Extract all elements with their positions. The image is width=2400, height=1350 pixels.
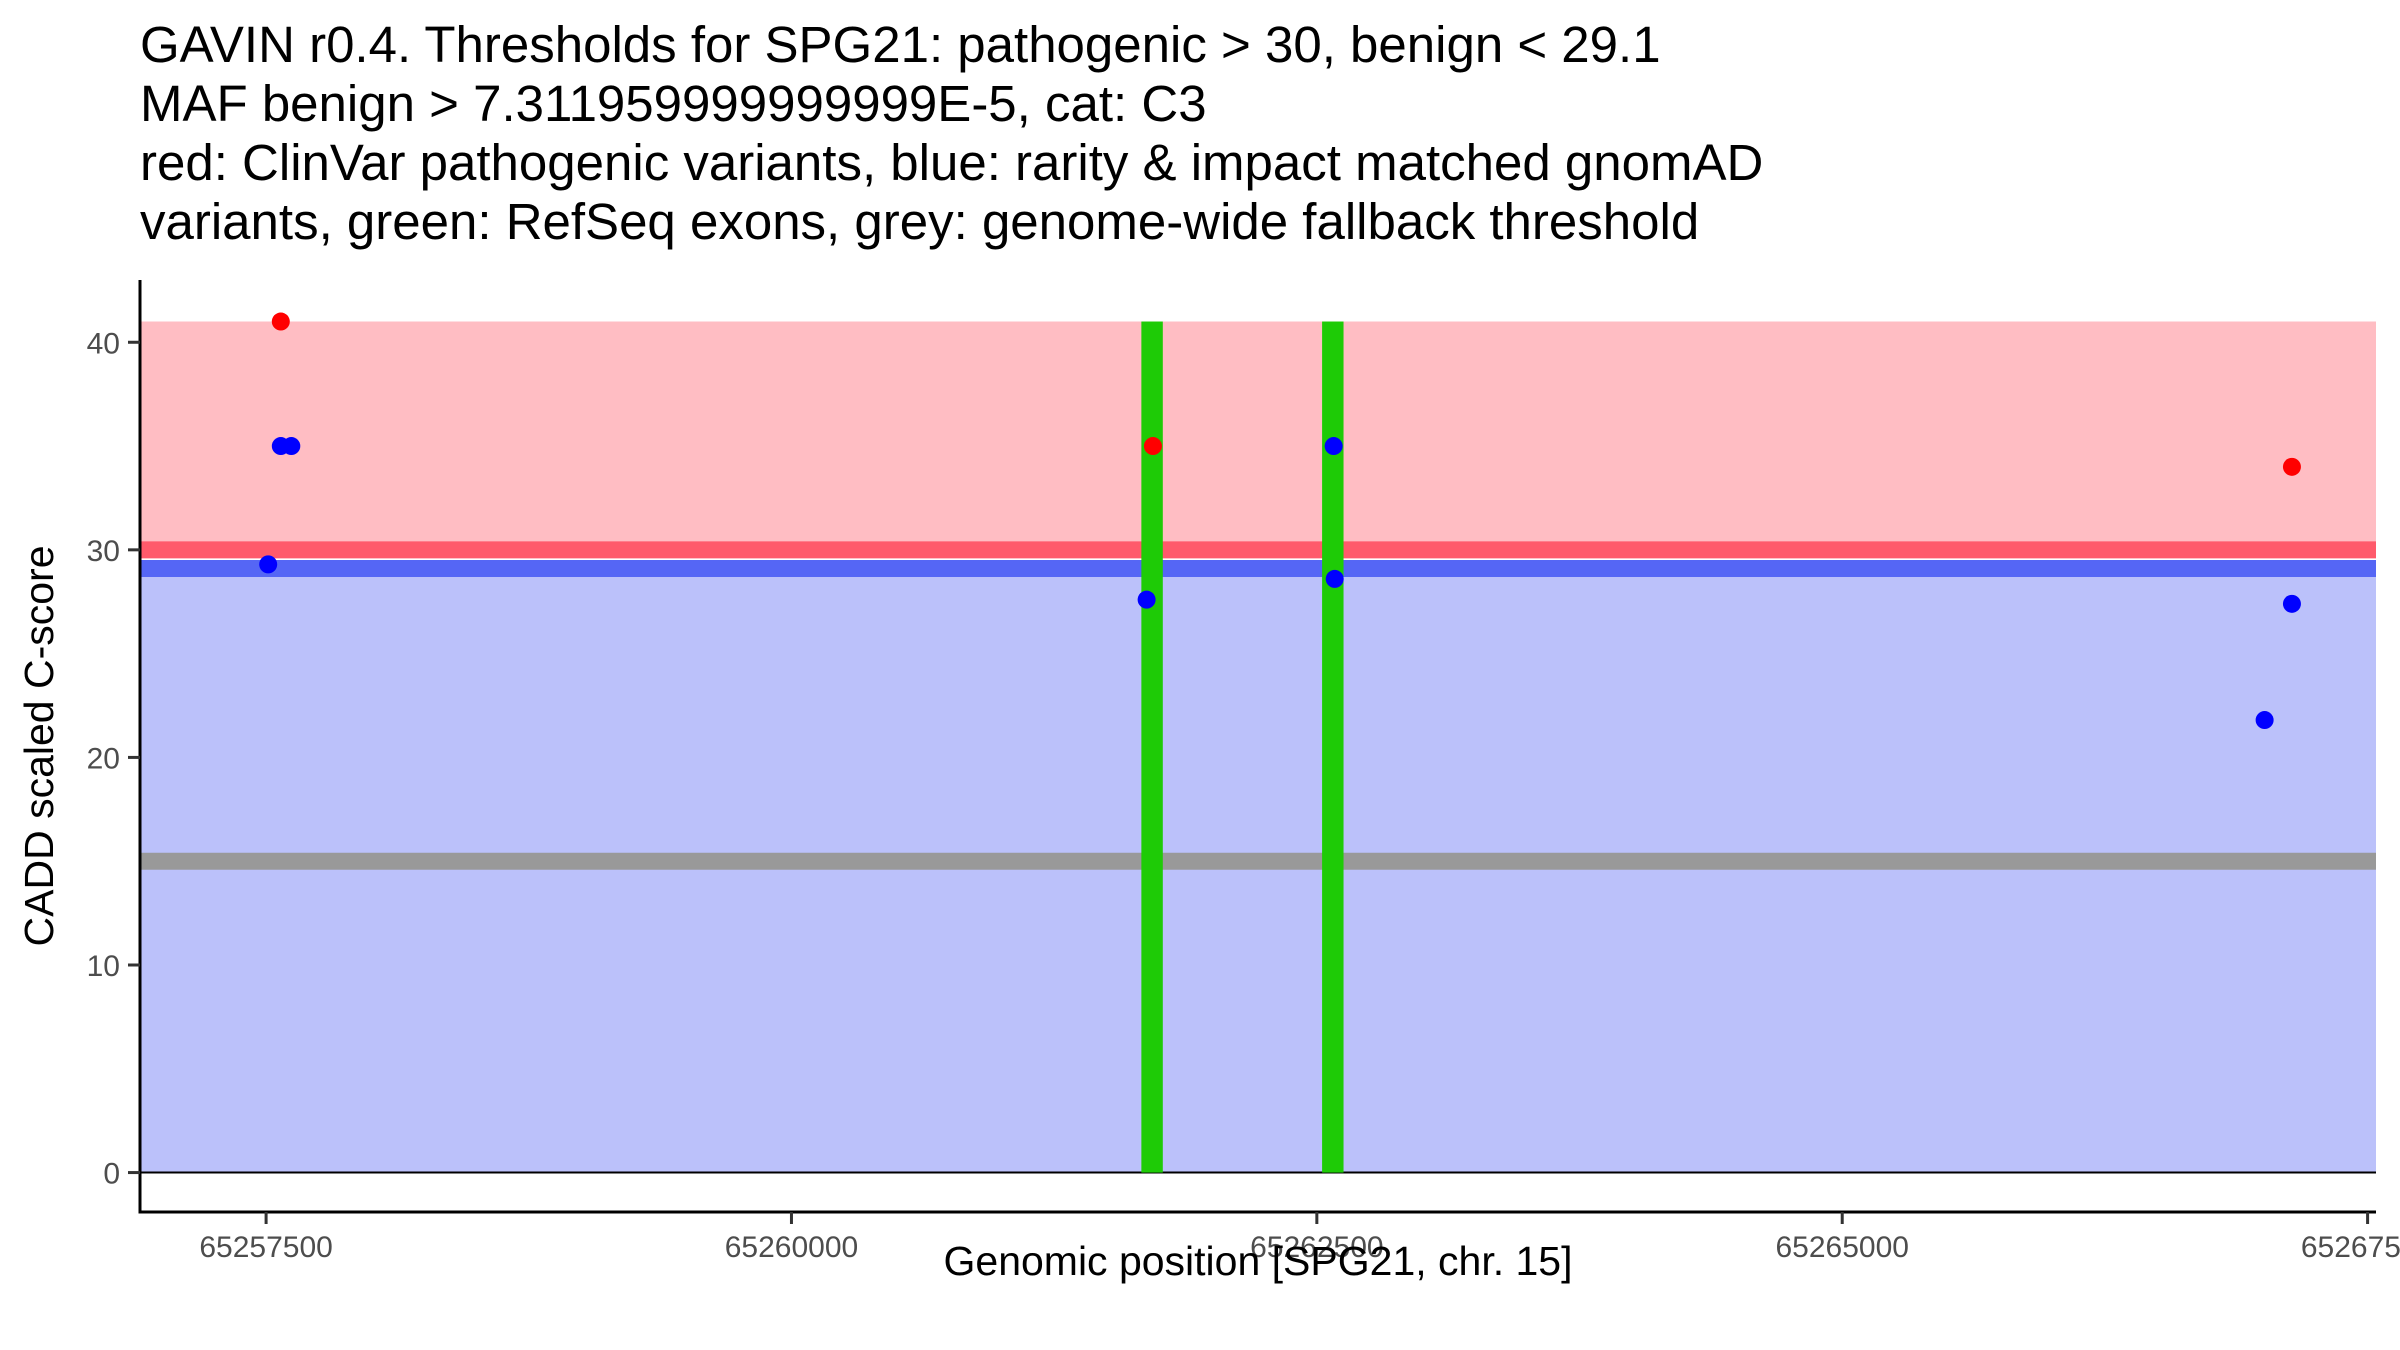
y-tick-label-30: 30 (87, 535, 120, 568)
y-tick-label-10: 10 (87, 950, 120, 983)
x-tick-label-65262500: 65262500 (1250, 1231, 1383, 1264)
clinvar-pathogenic-point-3 (2282, 457, 2301, 476)
gnomad-variant-point-4 (1137, 590, 1156, 609)
y-axis-title: CADD scaled C-score (16, 546, 62, 947)
x-tick-label-65267500: 65267500 (2301, 1231, 2400, 1264)
axes: 0 10 20 30 40 65257500 65260000 65262500 6526500… (87, 280, 2400, 1264)
gnomad-variant-point-6 (1325, 569, 1344, 588)
chart-title-line-3: red: ClinVar pathogenic variants, blue: … (140, 134, 1763, 191)
gnomad-variant-point-5 (1324, 437, 1343, 456)
x-tick-label-65257500: 65257500 (199, 1231, 332, 1264)
y-tick-label-40: 40 (87, 327, 120, 360)
x-tick-label-65260000: 65260000 (725, 1231, 858, 1264)
gnomad-variant-point-3 (259, 555, 278, 574)
clinvar-pathogenic-point-2 (1143, 437, 1162, 456)
gnomad-variant-point-8 (2282, 594, 2301, 613)
exon-1-band (1141, 321, 1163, 1173)
y-tick-label-20: 20 (87, 742, 120, 775)
chart-title-line-4: variants, green: RefSeq exons, grey: gen… (140, 193, 1699, 250)
y-tick-label-0: 0 (103, 1158, 120, 1191)
x-axis-title: Genomic position [SPG21, chr. 15] (944, 1238, 1573, 1284)
chart-title-line-2: MAF benign > 7.311959999999999E-5, cat: … (140, 75, 1207, 132)
exon-2-band (1322, 321, 1344, 1173)
chart-title: GAVIN r0.4. Thresholds for SPG21: pathog… (140, 16, 1763, 250)
plot-area (140, 312, 2376, 1174)
gnomad-variant-point-2 (282, 437, 301, 456)
gnomad-variant-point-7 (2255, 711, 2274, 730)
pathogenic-region (140, 321, 2376, 548)
benign-region (140, 568, 2376, 1173)
x-tick-label-65265000: 65265000 (1775, 1231, 1908, 1264)
chart-title-line-1: GAVIN r0.4. Thresholds for SPG21: pathog… (140, 16, 1661, 73)
clinvar-pathogenic-point-1 (271, 312, 290, 331)
